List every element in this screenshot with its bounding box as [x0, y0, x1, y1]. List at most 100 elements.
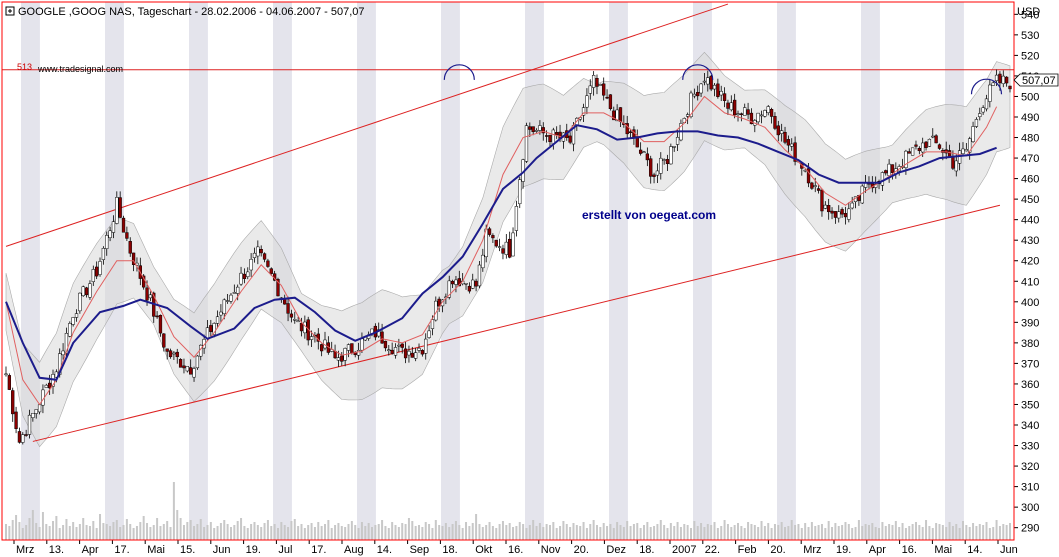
volume-bar: [854, 527, 857, 540]
candle-body: [655, 170, 660, 176]
volume-bar: [559, 526, 562, 540]
volume-bar: [387, 528, 390, 540]
volume-bar: [176, 510, 179, 540]
candle-body: [397, 344, 401, 347]
candle-body: [21, 434, 25, 443]
candle-body: [642, 151, 646, 154]
volume-bar: [1002, 524, 1005, 540]
candle-body: [1008, 85, 1012, 90]
candle-body: [467, 285, 472, 292]
volume-bar: [804, 523, 807, 540]
candle-body: [978, 113, 982, 117]
volume-bar: [642, 525, 645, 540]
candle-body: [31, 413, 35, 418]
volume-bar: [95, 528, 98, 540]
volume-bar: [287, 527, 290, 540]
volume-bar: [585, 528, 588, 540]
volume-bar: [982, 525, 985, 540]
candle-body: [440, 299, 445, 307]
volume-bar: [219, 523, 222, 540]
candle-body: [293, 319, 297, 321]
x-tick-label: Sep: [410, 544, 430, 556]
volume-bar: [478, 524, 481, 540]
volume-bar: [575, 525, 578, 540]
volume-bar: [226, 524, 229, 540]
candle-body: [155, 315, 159, 318]
candle-body: [356, 350, 361, 356]
candle-body: [769, 109, 774, 117]
volume-bar: [972, 523, 975, 540]
volume-bar: [663, 525, 666, 540]
y-tick-label: 320: [1021, 461, 1039, 473]
candle-body: [81, 286, 85, 296]
plot-frame: [1, 1, 1015, 541]
candle-body: [24, 434, 28, 436]
x-tick-label: Jul: [278, 544, 292, 556]
volume-bar: [401, 523, 404, 540]
volume-bar: [250, 524, 253, 540]
candle-body: [336, 357, 341, 361]
x-tick-label: 17.: [114, 544, 129, 556]
candle-body: [615, 109, 619, 122]
candle-body: [471, 279, 475, 289]
volume-bar: [276, 528, 279, 540]
volume-bar: [159, 526, 162, 540]
candle-body: [910, 147, 915, 156]
volume-bar: [105, 524, 108, 540]
volume-bar: [807, 527, 810, 540]
volume-bar: [323, 524, 326, 540]
volume-bar: [931, 528, 934, 540]
candle-body: [232, 292, 236, 294]
x-tick-label: 19.: [836, 544, 851, 556]
x-tick-label: Apr: [869, 544, 886, 556]
volume-bar: [72, 522, 75, 540]
volume-bar: [283, 525, 286, 540]
volume-bar: [552, 522, 555, 540]
y-tick-label: 370: [1021, 358, 1039, 370]
volume-bar: [374, 525, 377, 540]
candle-body: [61, 350, 65, 356]
volume-bar: [820, 524, 823, 540]
volume-bar: [119, 527, 122, 540]
volume-bar: [814, 526, 817, 540]
candle-body: [390, 349, 394, 354]
candle-body: [256, 246, 260, 257]
volume-bar: [468, 526, 471, 540]
candle-body: [128, 241, 132, 254]
stripe: [777, 2, 796, 540]
volume-bar: [891, 525, 894, 540]
top-arcs: [443, 64, 1003, 95]
volume-bar: [99, 514, 102, 540]
y-tick-label: 420: [1021, 256, 1039, 268]
volume-bar: [246, 528, 249, 540]
volume-bar: [149, 527, 152, 540]
volume-bar: [125, 519, 128, 540]
volume-bar: [878, 528, 881, 540]
volume-bar: [606, 526, 609, 540]
candle-body: [276, 278, 280, 297]
candle-body: [380, 331, 384, 344]
y-tick-label: 470: [1021, 153, 1039, 165]
candle-body: [286, 303, 290, 314]
candle-body: [847, 208, 851, 220]
candle-body: [192, 368, 196, 378]
volume-bar: [112, 522, 115, 540]
volume-bar: [135, 526, 138, 540]
volume-bar: [716, 528, 719, 540]
volume-bar: [58, 528, 61, 540]
candle-body: [222, 299, 226, 314]
candle-body: [209, 325, 213, 332]
candle-body: [628, 131, 633, 133]
candle-body: [64, 333, 69, 354]
y-tick-label: 500: [1021, 91, 1039, 103]
volume-bar: [787, 526, 790, 540]
volume-bar: [881, 522, 884, 540]
volume-bar: [619, 525, 622, 540]
volume-bar: [421, 527, 424, 540]
volume-bar: [229, 527, 232, 540]
y-tick-label: 520: [1021, 50, 1039, 62]
candle-body: [91, 269, 95, 282]
volume-bar: [132, 528, 135, 540]
volume-bar: [35, 523, 38, 540]
top-arc: [970, 78, 1003, 95]
